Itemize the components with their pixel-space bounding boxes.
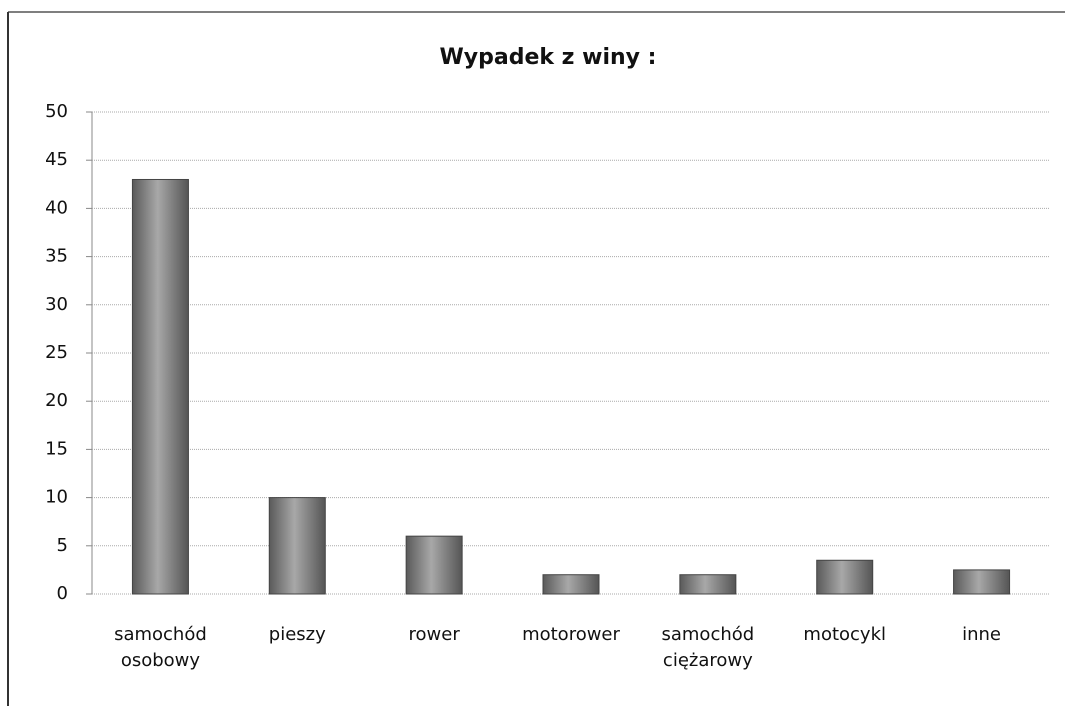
chart-title: Wypadek z winy : xyxy=(440,45,657,70)
y-tick-label: 50 xyxy=(45,101,68,122)
x-tick-label: motocykl xyxy=(803,624,886,645)
bar xyxy=(268,497,326,595)
x-tick-label: inne xyxy=(962,624,1002,645)
y-tick-label: 35 xyxy=(45,246,68,267)
bar xyxy=(679,574,737,595)
bar xyxy=(131,178,189,595)
x-tick-label: motorower xyxy=(522,624,620,645)
bar xyxy=(405,535,463,595)
bar xyxy=(816,559,874,595)
x-tick-label: samochód ciężarowy xyxy=(661,624,755,671)
y-tick-label: 45 xyxy=(45,149,68,170)
bar xyxy=(542,574,600,595)
y-tick-label: 0 xyxy=(57,583,68,604)
x-tick-label: pieszy xyxy=(268,624,326,645)
x-tick-label: samochód osobowy xyxy=(114,624,207,671)
y-tick-label: 30 xyxy=(45,294,68,315)
y-tick-label: 25 xyxy=(45,342,68,363)
y-tick-label: 5 xyxy=(57,535,68,556)
y-tick-label: 10 xyxy=(45,487,68,508)
bar xyxy=(953,569,1011,595)
x-tick-label: rower xyxy=(408,624,460,645)
y-tick-label: 15 xyxy=(45,438,68,459)
y-tick-label: 20 xyxy=(45,390,68,411)
y-tick-label: 40 xyxy=(45,197,68,218)
